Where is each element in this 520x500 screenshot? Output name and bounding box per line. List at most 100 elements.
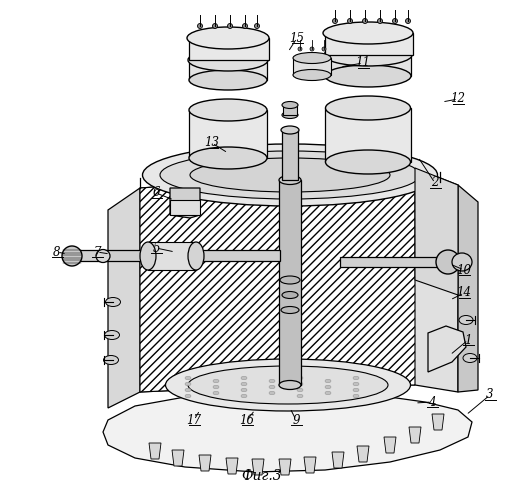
Ellipse shape [459,316,473,324]
Ellipse shape [103,356,119,364]
Ellipse shape [325,385,331,389]
Polygon shape [170,188,200,218]
Text: 6: 6 [152,186,160,200]
Ellipse shape [105,330,120,340]
Ellipse shape [325,65,411,87]
Ellipse shape [213,379,219,383]
Text: 2: 2 [431,176,439,190]
Polygon shape [428,326,466,372]
Ellipse shape [353,394,359,398]
Ellipse shape [189,147,267,169]
Text: 5: 5 [152,242,160,254]
Ellipse shape [106,298,121,306]
Ellipse shape [140,242,156,270]
Ellipse shape [323,22,413,44]
Ellipse shape [142,144,437,206]
Ellipse shape [325,379,331,383]
Text: 13: 13 [204,136,219,149]
Polygon shape [290,168,415,385]
Text: 11: 11 [356,56,370,70]
Text: 4: 4 [428,396,436,408]
Polygon shape [226,458,238,474]
Bar [293,58,331,75]
Ellipse shape [282,112,298,118]
Ellipse shape [213,385,219,389]
Ellipse shape [353,388,359,392]
Ellipse shape [279,380,301,390]
Bar [283,105,297,115]
Bar [65,250,280,261]
Bar [325,33,413,55]
Ellipse shape [324,44,412,66]
Ellipse shape [62,246,82,266]
Text: 9: 9 [292,414,300,426]
Ellipse shape [213,391,219,395]
Text: 10: 10 [457,264,472,276]
Bar [170,200,200,215]
Ellipse shape [293,70,331,80]
Text: Фиг.3: Фиг.3 [242,469,282,483]
Ellipse shape [198,24,202,28]
Ellipse shape [280,276,300,284]
Ellipse shape [282,102,298,108]
Text: 7: 7 [93,246,101,258]
Polygon shape [103,392,472,472]
Ellipse shape [298,47,302,51]
Polygon shape [458,185,478,392]
Ellipse shape [241,376,247,380]
Polygon shape [304,457,316,473]
Text: 14: 14 [457,286,472,300]
Ellipse shape [282,292,298,298]
Ellipse shape [187,27,269,49]
Polygon shape [409,427,421,443]
Bar [325,108,411,162]
Ellipse shape [185,394,191,398]
Text: 1: 1 [464,334,472,346]
Polygon shape [199,455,211,471]
Bar [148,242,196,270]
Text: 15: 15 [290,32,305,44]
Ellipse shape [406,18,410,24]
Ellipse shape [362,18,368,24]
Polygon shape [332,452,344,468]
Text: 3: 3 [486,388,494,402]
Ellipse shape [353,382,359,386]
Bar [189,110,267,158]
Ellipse shape [96,250,110,262]
Ellipse shape [241,388,247,392]
Ellipse shape [242,24,248,28]
Ellipse shape [279,176,301,184]
Polygon shape [279,459,291,475]
Polygon shape [384,437,396,453]
Ellipse shape [347,18,353,24]
Ellipse shape [269,391,275,395]
Ellipse shape [436,250,460,274]
Ellipse shape [160,151,420,199]
Ellipse shape [297,382,303,386]
Polygon shape [252,459,264,475]
Text: 8: 8 [53,246,61,258]
Ellipse shape [185,382,191,386]
Ellipse shape [165,359,410,411]
Polygon shape [149,443,161,459]
Polygon shape [432,414,444,430]
Ellipse shape [463,354,477,362]
Ellipse shape [254,24,259,28]
Ellipse shape [297,394,303,398]
Bar [189,38,269,60]
Ellipse shape [297,376,303,380]
Ellipse shape [190,158,390,192]
Ellipse shape [241,382,247,386]
Polygon shape [140,168,458,392]
Ellipse shape [241,394,247,398]
Ellipse shape [281,126,299,134]
Ellipse shape [293,52,331,64]
Polygon shape [140,178,290,392]
Ellipse shape [189,70,267,90]
Bar [325,55,411,76]
Ellipse shape [297,388,303,392]
Bar [279,180,301,385]
Text: 16: 16 [240,414,254,426]
Ellipse shape [326,150,410,174]
Ellipse shape [189,99,267,121]
